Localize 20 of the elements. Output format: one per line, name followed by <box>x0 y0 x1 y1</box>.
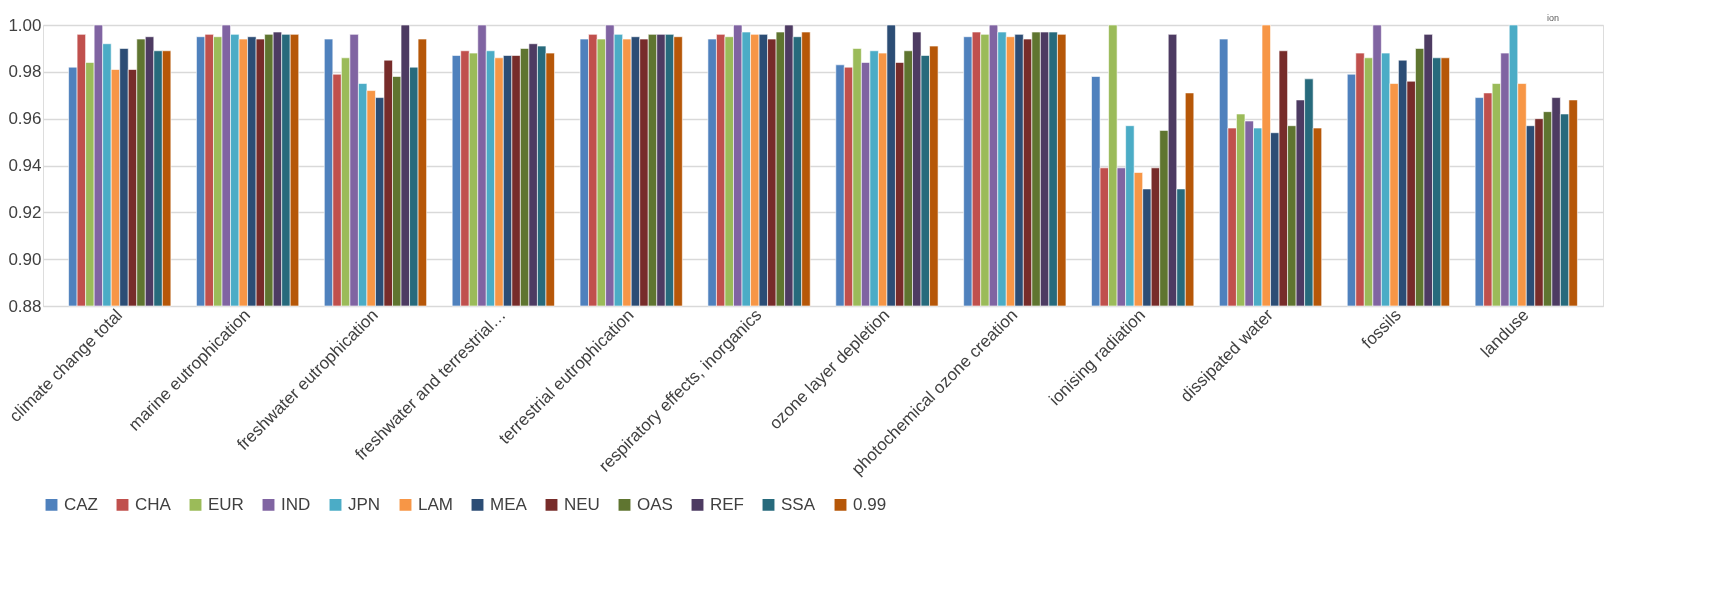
y-tick-label: 0.90 <box>8 249 42 269</box>
legend-label: JPN <box>348 494 381 514</box>
y-tick-label: 0.98 <box>8 62 42 82</box>
y-tick-label: 0.92 <box>8 202 42 222</box>
legend-label: CHA <box>135 494 172 514</box>
y-tick-label: 0.96 <box>8 109 42 129</box>
legend-label: OAS <box>637 494 673 514</box>
legend-label: LAM <box>418 494 453 514</box>
legend-label: EUR <box>208 494 244 514</box>
legend-label: CAZ <box>64 494 98 514</box>
legend-label: IND <box>281 494 311 514</box>
text: ion <box>1546 13 1560 23</box>
legend-label: MEA <box>490 494 528 514</box>
legend-label: NEU <box>564 494 600 514</box>
y-tick-label: 1.00 <box>8 15 42 35</box>
y-tick-label: 0.94 <box>8 156 42 175</box>
y-tick-label: 0.88 <box>8 296 42 316</box>
legend-label: 0.99 <box>853 494 887 514</box>
legend-label: SSA <box>781 494 816 514</box>
legend-label: REF <box>710 494 744 514</box>
